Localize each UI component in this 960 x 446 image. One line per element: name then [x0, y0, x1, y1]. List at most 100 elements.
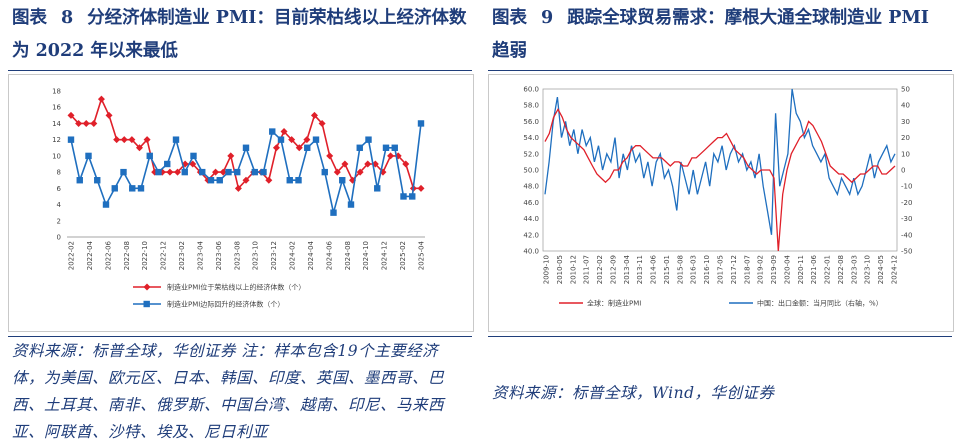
legend-marker: [143, 300, 150, 308]
data-point: [272, 144, 280, 152]
figure-number: 8: [61, 8, 74, 28]
x-tick-label: 2010-05: [556, 255, 564, 284]
x-tick-label: 2013-04: [623, 254, 631, 284]
figure-9-panel: 图表 9 跟踪全球贸易需求：摩根大通全球制造业 PMI 趋弱 40.0 42.0 44.…: [480, 0, 960, 444]
x-tick-label: 2022-10: [141, 241, 149, 270]
y-left-tick-label: 52.0: [523, 150, 539, 158]
x-tick-label: 2024-10: [362, 241, 370, 270]
x-tick-label: 2023-08: [233, 241, 241, 270]
x-tick-label: 2022-12: [160, 241, 168, 270]
figure-9-source: 资料来源：标普全球，Wind，华创证券: [492, 384, 775, 402]
y-left-tick-label: 42.0: [523, 231, 539, 239]
data-point: [128, 136, 136, 144]
x-tick-label: 2012-02: [596, 255, 604, 284]
x-tick-label: 2024-08: [344, 241, 352, 270]
data-point: [113, 136, 121, 144]
chart-8-svg: 0 2 4 6 8 10 12 14 16 18 2022-02 2022-04 2022-06 2022…: [52, 88, 425, 309]
x-tick-label: 2009-10: [543, 255, 551, 284]
y-left-tick-label: 56.0: [523, 118, 539, 126]
data-point: [251, 168, 258, 176]
y-left-tick-label: 46.0: [523, 199, 539, 207]
data-point: [417, 120, 425, 127]
x-tick-label: 2022-08: [837, 255, 845, 284]
data-point: [417, 184, 425, 192]
data-point: [365, 136, 372, 143]
x-tick-label: 2022-08: [123, 241, 131, 270]
x-tick-label: 2025-02: [399, 241, 407, 270]
y-left-tick-label: 44.0: [523, 215, 539, 223]
y-right-tick-label: 0: [901, 167, 905, 175]
x-tick-label: 2022-02: [68, 241, 76, 270]
data-point: [391, 144, 398, 151]
y-tick-label: 4: [57, 201, 62, 209]
figure-label: 图表: [12, 8, 47, 28]
data-point: [199, 168, 206, 176]
data-point: [135, 144, 143, 152]
data-point: [76, 177, 83, 184]
figure-title-text: 跟踪全球贸易需求：摩根大通全球制造业 PMI 趋弱: [492, 8, 929, 61]
x-tick-label: 2016-03: [690, 255, 698, 284]
data-point: [260, 168, 267, 176]
data-point: [102, 201, 110, 208]
y-left-tick-label: 58.0: [523, 102, 539, 110]
y-tick-label: 10: [52, 152, 61, 160]
figure-8-source: 资料来源：标普全球，华创证券 注：样本包含19个主要经济体，为美国、欧元区、日本…: [12, 342, 445, 441]
x-tick-label: 2024-12: [891, 255, 899, 284]
y-tick-label: 6: [57, 185, 62, 193]
figure-8-title: 图表 8 分经济体制造业 PMI：目前荣枯线以上经济体数为 2022 年以来最低: [12, 2, 468, 68]
x-tick-label: 2023-03: [850, 255, 858, 284]
data-point: [242, 144, 250, 151]
y-left-tick-label: 50.0: [523, 167, 539, 175]
x-tick-label: 2023-06: [215, 240, 223, 270]
data-point: [280, 128, 288, 136]
y-right-tick-label: -10: [901, 183, 912, 191]
y-tick-label: 14: [52, 120, 61, 128]
figure-9-title: 图表 9 跟踪全球贸易需求：摩根大通全球制造业 PMI 趋弱: [492, 2, 948, 68]
y-right-tick-label: 50: [901, 86, 910, 94]
x-tick-label: 2017-05: [717, 255, 725, 284]
y-tick-label: 8: [57, 169, 61, 177]
data-point: [387, 152, 395, 160]
data-point: [347, 201, 355, 208]
data-point: [356, 168, 364, 176]
data-point: [333, 168, 341, 176]
data-point: [310, 111, 318, 119]
data-point: [265, 176, 273, 184]
x-tick-label: 2020-11: [797, 255, 805, 284]
plot-frame: [542, 88, 898, 252]
data-point: [129, 185, 136, 192]
x-tick-label: 2023-04: [196, 240, 204, 270]
y-right-tick-label: 10: [901, 150, 910, 158]
data-point: [400, 193, 407, 200]
y-left-tick-label: 60.0: [523, 86, 539, 94]
data-point: [304, 144, 311, 151]
data-point: [286, 177, 293, 184]
data-point: [242, 176, 250, 184]
x-tick-label: 2022-06: [104, 240, 112, 270]
title-rule: [488, 70, 952, 71]
data-point: [234, 184, 242, 192]
x-tick-label: 2022-01: [824, 255, 832, 284]
data-point: [120, 136, 128, 144]
data-point: [277, 136, 285, 143]
x-tick-label: 2023-02: [178, 241, 186, 270]
data-point: [219, 168, 227, 176]
data-point: [382, 144, 390, 151]
x-tick-label: 2017-12: [730, 255, 738, 284]
y-tick-label: 12: [52, 136, 61, 144]
data-point: [295, 177, 302, 184]
data-point: [330, 209, 337, 216]
data-point: [143, 136, 151, 144]
series-line: [544, 107, 896, 252]
x-tick-label: 2021-06: [810, 254, 818, 284]
x-tick-label: 2010-12: [569, 255, 577, 284]
data-point: [339, 177, 346, 184]
data-point: [181, 168, 188, 176]
y-right-tick-label: 20: [901, 134, 910, 142]
x-tick-label: 2024-05: [877, 255, 885, 284]
legend-label: 制造业PMI边际回升的经济体数（个）: [167, 300, 284, 309]
y-right-tick-label: -20: [901, 199, 912, 207]
title-rule: [8, 70, 472, 71]
data-point: [94, 177, 101, 184]
data-point: [90, 119, 98, 127]
